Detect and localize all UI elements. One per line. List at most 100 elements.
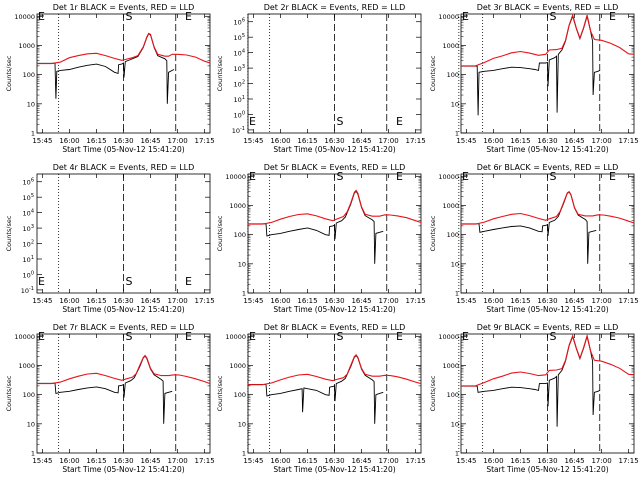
start-marker-label: S	[126, 275, 133, 288]
x-tick-label: 15:45	[456, 137, 476, 145]
lld-series-line	[461, 334, 634, 387]
y-tick-label: 104	[234, 49, 245, 58]
y-tick-label: 106	[234, 18, 245, 27]
x-tick-label: 17:15	[619, 457, 639, 465]
x-tick-label: 16:45	[140, 457, 160, 465]
y-tick-label: 10	[451, 100, 459, 108]
panel-title: Det 5r BLACK = Events, RED = LLD	[264, 163, 406, 172]
y-tick-label: 1000	[442, 42, 459, 50]
y-tick-label: 10-1	[232, 126, 245, 135]
lld-series-line	[461, 190, 634, 225]
y-tick-label: 105	[23, 193, 34, 202]
y-tick-label: 100	[234, 391, 246, 399]
y-tick-label: 10	[238, 260, 246, 268]
x-tick-label: 16:15	[297, 297, 317, 305]
y-tick-label: 1000	[18, 362, 35, 370]
start-marker-label: S	[337, 170, 344, 183]
lld-series-line	[37, 354, 210, 385]
panel-det-3: Det 3r BLACK = Events, RED = LLD 15:45 16:…	[429, 3, 639, 154]
x-tick-label: 16:30	[113, 297, 133, 305]
x-tick-label: 17:00	[591, 457, 611, 465]
y-tick-label: 10000	[438, 173, 459, 181]
x-tick-label: 16:15	[297, 137, 317, 145]
end-marker-label: E	[609, 10, 616, 23]
y-tick-label: 1000	[229, 362, 246, 370]
panel-title: Det 2r BLACK = Events, RED = LLD	[264, 3, 406, 12]
y-tick-label: 1	[31, 450, 35, 458]
x-axis-label: Start Time (05-Nov-12 15:41:20)	[273, 465, 395, 474]
x-tick-label: 16:45	[140, 297, 160, 305]
x-tick-label: 16:45	[351, 137, 371, 145]
y-axis-label: Counts/sec	[216, 215, 224, 251]
x-axis-label: Start Time (05-Nov-12 15:41:20)	[486, 465, 608, 474]
x-tick-label: 17:15	[619, 137, 639, 145]
panel-title: Det 7r BLACK = Events, RED = LLD	[53, 323, 195, 332]
end-marker-label: E	[185, 275, 192, 288]
end-marker-label: E	[396, 330, 403, 343]
x-axis-label: Start Time (05-Nov-12 15:41:20)	[62, 145, 184, 154]
events-series-line	[37, 33, 175, 104]
x-tick-label: 16:15	[510, 297, 530, 305]
panel-title: Det 8r BLACK = Events, RED = LLD	[264, 323, 406, 332]
y-axis-label: Counts/sec	[216, 55, 224, 91]
x-axis-label: Start Time (05-Nov-12 15:41:20)	[62, 465, 184, 474]
y-tick-label: 10000	[225, 333, 246, 341]
lld-series-line	[37, 32, 210, 65]
y-tick-label: 106	[23, 178, 34, 187]
y-tick-label: 10000	[14, 333, 35, 341]
y-tick-label: 1	[242, 290, 246, 298]
x-tick-label: 16:30	[113, 457, 133, 465]
y-tick-label: 1	[455, 290, 459, 298]
events-series-line	[461, 191, 597, 264]
x-tick-label: 16:30	[324, 137, 344, 145]
panel-det-2: Det 2r BLACK = Events, RED = LLD 15:45 16:…	[216, 3, 460, 154]
x-tick-label: 17:15	[406, 137, 426, 145]
start-marker-label: S	[126, 330, 133, 343]
left-marker-label: E	[462, 330, 469, 343]
y-tick-label: 1	[31, 130, 35, 138]
y-tick-label: 101	[234, 95, 245, 104]
start-marker-label: S	[550, 170, 557, 183]
events-series-line	[461, 334, 601, 427]
x-tick-label: 15:45	[456, 457, 476, 465]
end-marker-label: E	[185, 10, 192, 23]
x-tick-label: 16:30	[324, 297, 344, 305]
x-axis-label: Start Time (05-Nov-12 15:41:20)	[273, 145, 395, 154]
x-tick-label: 16:45	[140, 137, 160, 145]
events-series-line	[248, 190, 384, 264]
events-series-line	[37, 355, 173, 424]
y-tick-label: 10	[27, 100, 35, 108]
x-tick-label: 17:15	[195, 457, 215, 465]
lld-series-line	[461, 14, 634, 67]
panel-title: Det 3r BLACK = Events, RED = LLD	[477, 3, 619, 12]
y-tick-label: 103	[23, 224, 34, 233]
x-tick-label: 17:15	[406, 297, 426, 305]
y-tick-label: 102	[234, 80, 245, 89]
left-marker-label: E	[249, 330, 256, 343]
y-tick-label: 1000	[442, 362, 459, 370]
y-tick-label: 100	[23, 270, 34, 279]
x-tick-label: 15:45	[456, 297, 476, 305]
x-tick-label: 17:00	[378, 457, 398, 465]
end-marker-label: E	[396, 115, 403, 128]
left-marker-label: E	[462, 170, 469, 183]
x-tick-label: 16:30	[537, 297, 557, 305]
x-tick-label: 16:15	[510, 137, 530, 145]
x-tick-label: 16:00	[483, 137, 503, 145]
panel-det-9: Det 9r BLACK = Events, RED = LLD 15:45 16:…	[429, 323, 639, 474]
x-tick-label: 17:00	[167, 297, 187, 305]
y-tick-label: 103	[234, 64, 245, 73]
panel-det-1: Det 1r BLACK = Events, RED = LLD 15:45 16:…	[5, 3, 249, 154]
panel-title: Det 4r BLACK = Events, RED = LLD	[53, 163, 195, 172]
x-tick-label: 16:00	[483, 297, 503, 305]
x-tick-label: 16:45	[564, 297, 584, 305]
y-tick-label: 10000	[438, 13, 459, 21]
x-tick-label: 16:00	[59, 457, 79, 465]
events-series-line	[248, 354, 384, 424]
x-tick-label: 16:00	[483, 457, 503, 465]
start-marker-label: S	[550, 10, 557, 23]
panel-title: Det 9r BLACK = Events, RED = LLD	[477, 323, 619, 332]
x-tick-label: 16:15	[510, 457, 530, 465]
start-marker-label: S	[550, 330, 557, 343]
